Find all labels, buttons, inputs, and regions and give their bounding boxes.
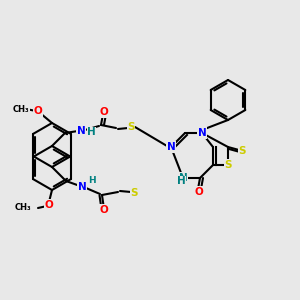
Text: CH₃: CH₃ [13, 104, 29, 113]
Text: H: H [177, 176, 186, 186]
Text: H: H [88, 176, 96, 185]
Text: CH₃: CH₃ [14, 203, 31, 212]
Text: S: S [127, 122, 135, 132]
Text: O: O [195, 187, 203, 197]
Text: N: N [76, 126, 85, 136]
Text: N: N [167, 142, 176, 152]
Text: S: S [224, 160, 232, 170]
Text: S: S [130, 188, 138, 198]
Text: N: N [178, 173, 188, 183]
Text: N: N [198, 128, 206, 138]
Text: O: O [100, 107, 108, 117]
Text: O: O [100, 205, 108, 215]
Text: O: O [34, 106, 42, 116]
Text: O: O [45, 200, 53, 210]
Text: H: H [87, 127, 96, 137]
Text: S: S [238, 146, 246, 156]
Text: N: N [78, 182, 86, 192]
